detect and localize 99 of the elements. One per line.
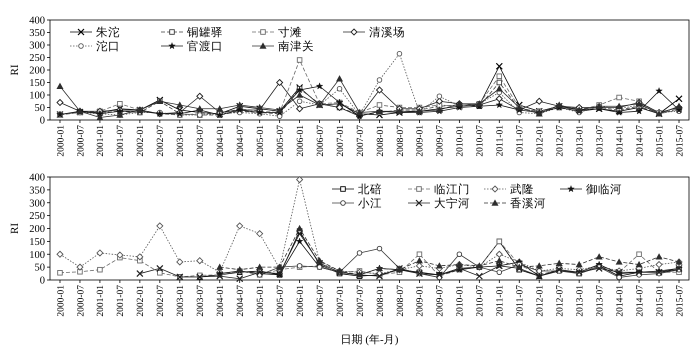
x-tick-label: 2010-01	[456, 124, 466, 157]
y-tick-label: 200	[29, 224, 45, 235]
legend-label: 寸滩	[278, 26, 302, 39]
x-tick-label: 2015-07	[675, 284, 686, 317]
x-tick-label: 2010-01	[456, 284, 466, 317]
x-tick-label: 2006-07	[316, 284, 326, 317]
x-tick-label: 2002-01	[136, 124, 146, 157]
y-tick-label: 100	[29, 90, 45, 102]
x-tick-label: 2005-07	[276, 124, 286, 157]
x-tick-label: 2009-07	[436, 284, 446, 317]
x-tick-label: 2013-07	[595, 284, 606, 317]
y-tick-label: 350	[29, 185, 45, 196]
x-tick-label: 2015-07	[675, 124, 686, 157]
legend-label: 朱沱	[96, 25, 120, 39]
legend-label: 铜罐驿	[186, 26, 223, 39]
x-tick-label: 2011-01	[496, 124, 506, 156]
x-tick-label: 2015-01	[655, 284, 666, 317]
y-tick-label: 300	[29, 198, 45, 210]
x-tick-label: 2008-01	[376, 284, 386, 317]
legend-label: 临江门	[434, 182, 470, 196]
x-tick-label: 2004-07	[236, 124, 246, 157]
legend-label: 官渡口	[187, 39, 223, 53]
x-tick-label: 2013-01	[575, 124, 586, 157]
x-tick-label: 2014-07	[635, 284, 646, 317]
x-tick-label: 2013-01	[575, 284, 586, 317]
legend-label: 南津关	[278, 39, 314, 53]
x-tick-label: 2005-07	[276, 284, 286, 317]
y-tick-label: 350	[29, 28, 45, 39]
x-tick-label: 2012-01	[536, 124, 546, 157]
x-tick-label: 2010-07	[476, 284, 486, 317]
x-tick-label: 2009-01	[416, 284, 426, 317]
y-tick-label: 0	[40, 116, 45, 126]
y-tick-label: 0	[40, 276, 45, 286]
y-tick-label: 50	[34, 262, 45, 274]
x-tick-label: 2002-07	[156, 124, 166, 157]
x-tick-label: 2008-07	[396, 284, 406, 317]
x-tick-label: 2006-01	[296, 284, 306, 317]
x-tick-label: 2008-07	[396, 124, 406, 157]
y-axis-title: RI	[9, 222, 21, 234]
x-tick-label: 2004-07	[236, 284, 246, 317]
x-tick-label: 2006-07	[316, 124, 326, 157]
x-tick-label: 2013-07	[595, 124, 606, 157]
x-tick-label: 2000-01	[56, 284, 66, 317]
legend-label: 香溪河	[510, 197, 546, 210]
y-tick-label: 150	[29, 78, 45, 89]
x-axis-title: 日期 (年-月)	[340, 334, 399, 346]
x-tick-label: 2008-01	[376, 124, 386, 157]
x-tick-label: 2000-07	[76, 124, 86, 157]
x-tick-label: 2011-07	[516, 284, 526, 316]
y-tick-label: 300	[29, 40, 45, 52]
x-tick-label: 2003-07	[196, 124, 206, 157]
legend-label: 清溪场	[369, 26, 405, 39]
y-tick-label: 100	[29, 250, 45, 261]
legend-label: 北碚	[358, 182, 382, 196]
x-tick-label: 2005-01	[256, 284, 266, 317]
x-tick-label: 2003-01	[176, 124, 186, 157]
y-tick-label: 400	[29, 16, 45, 26]
x-tick-label: 2012-07	[556, 124, 566, 157]
y-tick-label: 250	[29, 211, 45, 222]
x-tick-label: 2007-01	[336, 124, 346, 157]
x-tick-label: 2007-07	[356, 124, 366, 157]
legend-label: 小江	[358, 197, 382, 210]
legend-label: 武隆	[510, 183, 534, 196]
x-tick-label: 2002-07	[156, 284, 166, 317]
x-tick-label: 2010-07	[476, 124, 486, 157]
x-tick-label: 2004-01	[216, 284, 226, 317]
legend-label: 沱口	[96, 39, 120, 53]
x-tick-label: 2001-07	[116, 284, 126, 317]
x-tick-label: 2005-01	[256, 124, 266, 157]
x-tick-label: 2001-01	[96, 124, 106, 157]
y-tick-label: 400	[29, 172, 45, 184]
x-tick-label: 2011-07	[516, 124, 526, 156]
x-tick-label: 2009-07	[436, 124, 446, 157]
x-tick-label: 2009-01	[416, 124, 426, 157]
x-tick-label: 2001-01	[96, 284, 106, 317]
legend-label: 大宁河	[434, 196, 470, 210]
x-tick-label: 2014-01	[615, 124, 626, 157]
x-tick-label: 2014-07	[635, 124, 646, 157]
y-axis-title: RI	[9, 64, 21, 76]
x-tick-label: 2012-01	[536, 284, 546, 317]
x-tick-label: 2006-01	[296, 124, 306, 157]
y-tick-label: 50	[34, 103, 45, 114]
x-tick-label: 2003-07	[196, 284, 206, 317]
y-tick-label: 250	[29, 53, 45, 64]
x-tick-label: 2014-01	[615, 284, 626, 317]
x-tick-label: 2007-07	[356, 284, 366, 317]
x-tick-label: 2012-07	[556, 284, 566, 317]
x-tick-label: 2003-01	[176, 284, 186, 317]
legend-label: 御临河	[586, 183, 622, 196]
x-tick-label: 2007-01	[336, 284, 346, 317]
y-tick-label: 200	[29, 66, 45, 76]
x-tick-label: 2000-07	[76, 284, 86, 317]
x-tick-label: 2002-01	[136, 284, 146, 317]
x-tick-label: 2001-07	[116, 124, 126, 157]
y-tick-label: 150	[29, 236, 45, 248]
x-tick-label: 2004-01	[216, 124, 226, 157]
x-tick-label: 2015-01	[655, 124, 666, 157]
x-tick-label: 2000-01	[56, 124, 66, 157]
x-tick-label: 2011-01	[496, 284, 506, 316]
